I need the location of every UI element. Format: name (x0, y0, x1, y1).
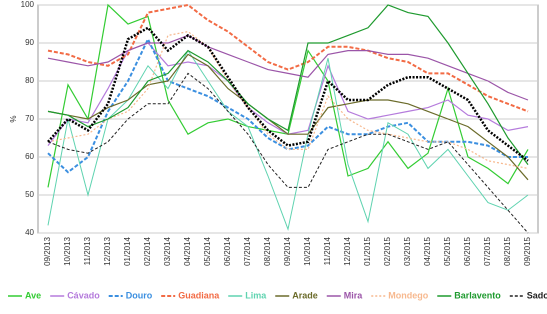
x-tick-label: 04/2014 (183, 236, 192, 265)
x-tick-label: 02/2015 (383, 236, 392, 265)
y-tick-label: 90 (25, 38, 34, 47)
y-axis-label: % (9, 115, 18, 122)
x-tick-label: 07/2014 (243, 236, 252, 265)
x-tick-label: 09/2013 (43, 236, 52, 265)
x-tick-label: 09/2015 (523, 236, 532, 265)
x-tick-label: 04/2015 (423, 236, 432, 265)
x-tick-label: 07/2015 (483, 236, 492, 265)
legend-label: Ave (25, 290, 41, 300)
legend-label: Mira (344, 290, 364, 300)
legend-label: Mondego (388, 290, 428, 300)
series-line (47, 36, 528, 174)
legend-label: Arade (292, 290, 318, 300)
x-tick-label: 01/2014 (123, 236, 132, 265)
series-line (47, 34, 529, 101)
legend-label: Guadiana (178, 290, 220, 300)
x-tick-label: 05/2014 (203, 236, 212, 265)
legend-label: Barlavento (454, 290, 501, 300)
y-tick-label: 60 (25, 152, 34, 161)
y-tick-label: 80 (25, 76, 34, 85)
x-tick-label: 06/2015 (463, 236, 472, 265)
x-tick-label: 12/2014 (343, 236, 352, 265)
y-tick-label: 40 (25, 228, 34, 237)
legend: Ave Cávado Douro Guadiana Lima Arade Mira Monde… (8, 290, 547, 300)
x-tick-label: 06/2014 (223, 236, 232, 265)
series-line (47, 3, 529, 113)
x-tick-label: 08/2014 (263, 236, 272, 265)
x-tick-label: 03/2015 (403, 236, 412, 265)
x-tick-label: 03/2014 (163, 236, 172, 265)
x-tick-label: 02/2014 (143, 236, 152, 265)
legend-label: Cávado (67, 290, 100, 300)
x-tick-label: 09/2014 (283, 236, 292, 265)
series-line (47, 53, 529, 181)
legend-label: Sado (527, 290, 547, 300)
x-tick-label: 10/2014 (303, 236, 312, 265)
series-line (47, 26, 529, 162)
x-tick-label: 11/2013 (83, 236, 92, 265)
x-tick-label: 12/2013 (103, 236, 112, 265)
x-tick-label: 05/2015 (443, 236, 452, 265)
y-tick-label: 50 (25, 190, 34, 199)
y-tick-label: 70 (25, 114, 34, 123)
y-tick-label: 100 (21, 0, 35, 9)
legend-label: Douro (126, 290, 153, 300)
x-tick-label: 01/2015 (363, 236, 372, 265)
series-line (47, 4, 529, 165)
legend-label: Lima (245, 290, 267, 300)
x-tick-label: 08/2015 (503, 236, 512, 265)
x-tick-label: 11/2014 (323, 236, 332, 265)
series-line (47, 72, 529, 234)
x-tick-label: 10/2013 (63, 236, 72, 265)
